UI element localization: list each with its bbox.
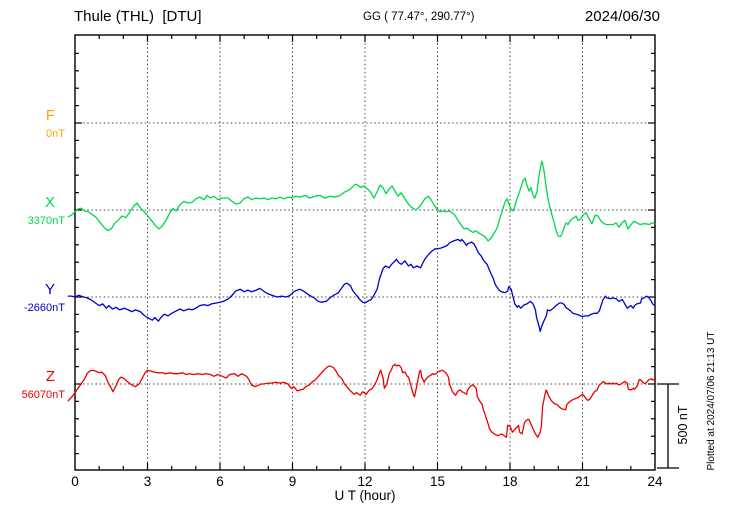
component-label-F: F — [45, 107, 55, 124]
component-label-Y: Y — [44, 281, 55, 298]
x-axis-tick-label-9: 9 — [288, 474, 297, 489]
x-axis-tick-label-12: 12 — [357, 474, 373, 489]
x-axis-tick-label-24: 24 — [647, 474, 663, 489]
x-axis-tick-label-15: 15 — [429, 474, 446, 489]
x-axis-title: U T (hour) — [334, 488, 396, 503]
x-axis-tick-label-6: 6 — [216, 474, 224, 489]
component-baseline-value-Y: -2660nT — [24, 302, 65, 314]
component-label-Z: Z — [45, 368, 55, 385]
x-axis-tick-label-0: 0 — [71, 474, 79, 489]
component-baseline-value-F: 0nT — [46, 128, 65, 140]
trace-Y — [67, 238, 656, 333]
plotted-at-note: Plotted at 2024/07/06 21:13 UT — [706, 331, 717, 471]
page-title: Thule (THL) [DTU] — [74, 8, 202, 25]
date-label: 2024/06/30 — [584, 8, 660, 25]
component-baseline-value-X: 3370nT — [27, 215, 65, 227]
component-baseline-value-Z: 56070nT — [21, 389, 65, 401]
component-label-X: X — [44, 194, 55, 211]
geographic-coordinates-label: GG ( 77.47°, 290.77°) — [363, 11, 475, 23]
scale-bar-label: 500 nT — [675, 405, 690, 445]
x-axis-tick-label-21: 21 — [574, 474, 591, 489]
x-axis-tick-label-3: 3 — [143, 474, 152, 489]
x-axis-tick-label-18: 18 — [502, 474, 518, 489]
trace-X — [67, 160, 656, 242]
trace-Z — [67, 363, 655, 438]
